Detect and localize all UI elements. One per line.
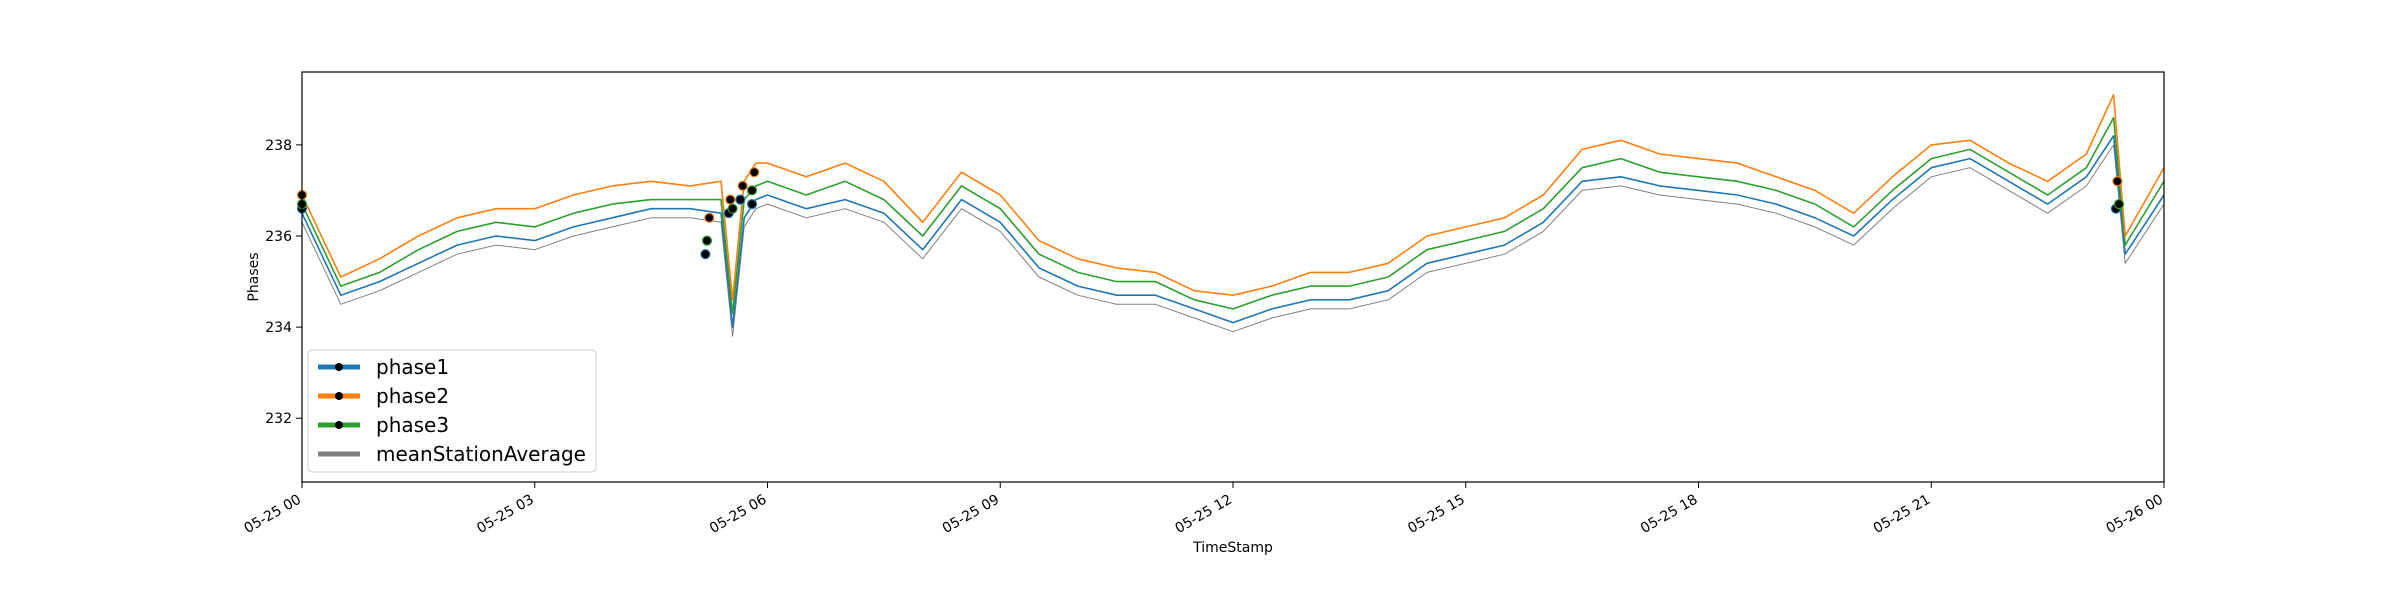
marker-phase1-3 — [700, 249, 711, 260]
legend-box — [307, 349, 597, 473]
marker-phase3-16 — [2113, 199, 2125, 210]
marker-phase2-14 — [2112, 176, 2123, 187]
y-axis-label: Phases — [246, 252, 262, 301]
legend-marker-phase2 — [335, 392, 343, 400]
marker-phase2-12 — [749, 167, 760, 178]
legend-marker-phase1 — [335, 363, 343, 371]
legend-label-phase1: phase1 — [376, 355, 449, 379]
series-line-phase1 — [301, 135, 2165, 328]
marker-phase3-4 — [701, 235, 713, 246]
marker-phase1-9 — [735, 194, 746, 205]
y-tick-label: 236 — [265, 229, 292, 245]
marker-phase3-8 — [727, 203, 738, 214]
legend-label-phase2: phase2 — [376, 384, 449, 408]
x-tick-label: 05-26 00 — [2103, 492, 2166, 537]
x-tick-label: 05-25 15 — [1405, 492, 1468, 537]
x-tick-label: 05-25 21 — [1871, 492, 1934, 537]
marker-phase2-10 — [737, 180, 748, 191]
marker-phase3-11 — [746, 185, 758, 196]
x-tick-label: 05-25 18 — [1638, 492, 1701, 537]
x-axis: 05-25 00 05-25 03 05-25 06 05-25 09 05-25 12… — [241, 482, 2166, 537]
x-tick-label: 05-25 12 — [1172, 492, 1235, 537]
marker-phase2-5 — [704, 212, 715, 223]
x-tick-label: 05-25 06 — [707, 492, 770, 537]
y-tick-label: 234 — [265, 320, 292, 336]
plot-lines — [301, 94, 2165, 337]
marker-phase1-13 — [746, 199, 758, 210]
legend: phase1 phase2 phase3 meanStationAverage — [307, 349, 597, 473]
series-line-phase3 — [301, 116, 2165, 315]
x-tick-label: 05-25 03 — [474, 492, 537, 537]
x-tick-label: 05-25 09 — [940, 492, 1003, 537]
x-axis-label: TimeStamp — [1192, 540, 1273, 556]
marker-phase2-7 — [725, 194, 736, 205]
y-axis: 232 234 236 238 — [265, 138, 302, 427]
series-line-meanStationAverage — [301, 144, 2165, 337]
legend-label-phase3: phase3 — [376, 413, 449, 437]
series-line-phase2 — [301, 94, 2165, 301]
y-tick-label: 232 — [265, 411, 292, 427]
legend-marker-phase3 — [335, 421, 343, 429]
x-tick-label: 05-25 00 — [241, 492, 304, 537]
legend-label-meanStationAverage: meanStationAverage — [376, 442, 586, 466]
y-tick-label: 238 — [265, 138, 292, 154]
